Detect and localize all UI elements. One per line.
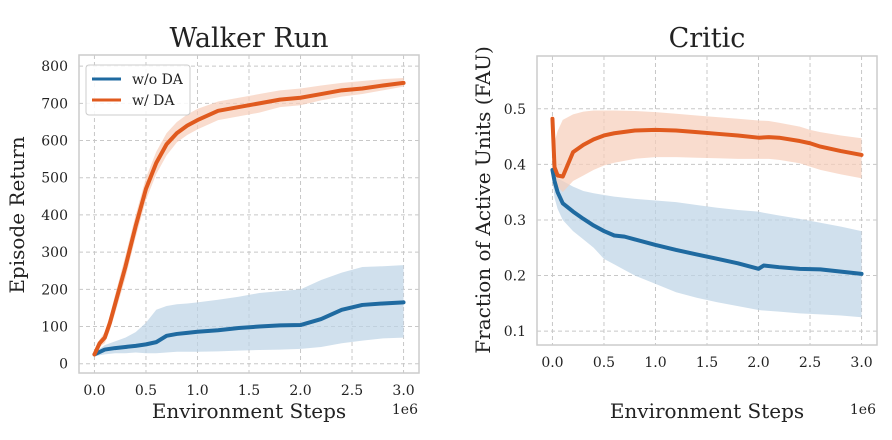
x-tick-label: 1.5 <box>696 355 718 371</box>
y-tick-label: 800 <box>41 59 68 75</box>
y-tick-label: 600 <box>41 134 68 150</box>
x-tick-label: 2.0 <box>747 355 769 371</box>
x-tick-labels: 0.0 0.5 1.0 1.5 2.0 2.5 3.0 <box>83 383 414 399</box>
series-lines <box>550 116 864 276</box>
y-tick-label: 0 <box>59 357 68 373</box>
x-tick-label: 3.0 <box>392 383 414 399</box>
x-tick-label: 1.5 <box>238 383 260 399</box>
critic-panel: Critic 0.0 0.5 1.0 1.5 2.0 2.5 3.0 0.10.20.30.… <box>471 23 878 423</box>
y-axis-label: Episode Return <box>5 136 29 293</box>
walker-run-panel: Walker Run 0.0 0.5 1.0 1.5 2.0 2.5 3.0 0 100 200… <box>5 23 420 423</box>
series-lines <box>92 80 406 357</box>
y-tick-labels: 0.1 0.2 0.3 0.4 0.5 <box>504 102 526 340</box>
y-tick-label: 0.3 <box>504 213 526 229</box>
x-tick-label: 3.0 <box>850 355 872 371</box>
chart-title: Walker Run <box>169 23 328 54</box>
y-tick-label: 0.1 <box>504 324 526 340</box>
band-w-da <box>94 78 404 357</box>
y-tick-labels: 0 100 200 300 400 500 600 700 800 <box>41 59 68 373</box>
line-w-da <box>550 116 864 179</box>
y-tick-label: 500 <box>41 171 68 187</box>
y-tick-label: 700 <box>41 96 68 112</box>
y-tick-label: 0.4 <box>504 157 526 173</box>
x-axis-label: Environment Steps <box>152 399 346 423</box>
y-tick-label: 300 <box>41 245 68 261</box>
x-tick-label: 0.0 <box>541 355 563 371</box>
legend-label-w-da: w/ DA <box>132 93 175 109</box>
y-tick-label: 0.2 <box>504 269 526 285</box>
x-tick-label: 1.0 <box>186 383 208 399</box>
y-tick-label: 0.5 <box>504 102 526 118</box>
x-tick-label: 1.0 <box>644 355 666 371</box>
band-w-o-da <box>94 265 404 357</box>
plot-frame <box>536 55 878 346</box>
x-tick-label: 0.0 <box>83 383 105 399</box>
band-w-o-da <box>552 164 862 318</box>
x-tick-label: 2.0 <box>289 383 311 399</box>
y-axis-label: Fraction of Active Units (FAU) <box>471 46 495 353</box>
x-tick-label: 2.5 <box>341 383 363 399</box>
x-tick-labels: 0.0 0.5 1.0 1.5 2.0 2.5 3.0 <box>541 355 872 371</box>
x-tick-label: 2.5 <box>799 355 821 371</box>
y-tick-label: 100 <box>41 320 68 336</box>
x-multiplier-label: 1e6 <box>392 402 418 418</box>
x-multiplier-label: 1e6 <box>850 402 876 418</box>
x-tick-label: 0.5 <box>135 383 157 399</box>
y-tick-label: 400 <box>41 208 68 224</box>
y-tick-label: 200 <box>41 282 68 298</box>
legend-label-wo-da: w/o DA <box>132 72 184 88</box>
band-w-da <box>552 110 862 193</box>
legend: w/o DA w/ DA <box>85 64 191 116</box>
confidence-bands <box>552 110 862 318</box>
chart-title: Critic <box>669 23 746 54</box>
x-tick-label: 0.5 <box>593 355 615 371</box>
plot-frame <box>78 54 420 374</box>
x-axis-label: Environment Steps <box>610 399 804 423</box>
